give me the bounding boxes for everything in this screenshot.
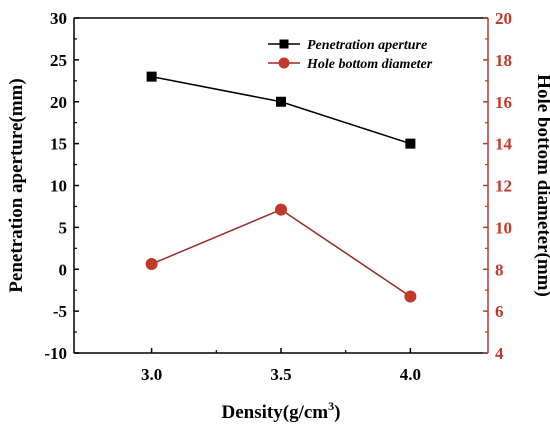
left-y-tick-label: 30: [50, 9, 67, 28]
left-y-tick-label: 20: [50, 93, 67, 112]
series-line-penetration-aperture: [151, 75, 411, 145]
x-tick-label: 3.5: [270, 365, 291, 384]
left-y-ticks: -10 -5 0 5 10 15 20 25 30: [44, 9, 79, 363]
left-y-tick-label: -5: [53, 302, 67, 321]
legend-marker-circle: [278, 57, 290, 69]
legend: Penetration aperture Hole bottom diamete…: [268, 38, 433, 72]
data-point-hole-bottom-diameter: [145, 258, 158, 271]
right-y-tick-label: 16: [495, 93, 512, 112]
left-y-tick-label: 10: [50, 177, 67, 196]
x-axis-title-superscript: 3: [328, 399, 334, 413]
right-y-tick-label: 20: [495, 9, 512, 28]
x-ticks: 3.0 3.5 4.0: [141, 348, 421, 384]
left-y-tick-label: 25: [50, 51, 67, 70]
data-point-penetration-aperture: [405, 138, 416, 149]
x-axis-title-tail: ): [334, 402, 340, 423]
left-y-tick-label: 5: [59, 218, 68, 237]
right-y-tick-label: 14: [495, 135, 513, 154]
data-point-hole-bottom-diameter: [275, 203, 287, 216]
right-y-ticks: 4 6 8 10 12 14 16 18 20: [483, 9, 513, 363]
legend-item-hole-bottom-diameter: Hole bottom diameter: [268, 57, 433, 72]
x-axis-title: Density(g/cm3): [222, 399, 341, 423]
data-point-penetration-aperture: [146, 71, 157, 82]
x-axis-title-main: Density(g/cm: [222, 402, 329, 423]
right-y-axis-title: Hole bottom diameter(mm): [533, 74, 550, 297]
left-y-tick-label: 15: [50, 135, 67, 154]
left-y-axis-title: Penetration aperture(mm): [6, 78, 27, 292]
data-point-hole-bottom-diameter: [404, 290, 417, 303]
data-point-penetration-aperture: [276, 96, 286, 107]
legend-label-penetration-aperture: Penetration aperture: [307, 38, 427, 53]
left-y-tick-label: -10: [44, 344, 67, 363]
right-y-tick-label: 10: [495, 218, 512, 237]
right-y-tick-label: 4: [495, 344, 504, 363]
right-y-tick-label: 18: [495, 51, 512, 70]
legend-label-hole-bottom-diameter: Hole bottom diameter: [306, 57, 433, 72]
legend-marker-square: [279, 39, 289, 49]
right-y-tick-label: 6: [495, 302, 504, 321]
series-line-hole-bottom-diameter: [151, 208, 411, 298]
legend-item-penetration-aperture: Penetration aperture: [268, 38, 427, 53]
x-tick-label: 3.0: [141, 365, 162, 384]
right-y-tick-label: 8: [495, 260, 504, 279]
series-layer: [145, 71, 417, 303]
left-y-tick-label: 0: [59, 260, 68, 279]
right-y-tick-label: 12: [495, 177, 512, 196]
x-tick-label: 4.0: [400, 365, 421, 384]
